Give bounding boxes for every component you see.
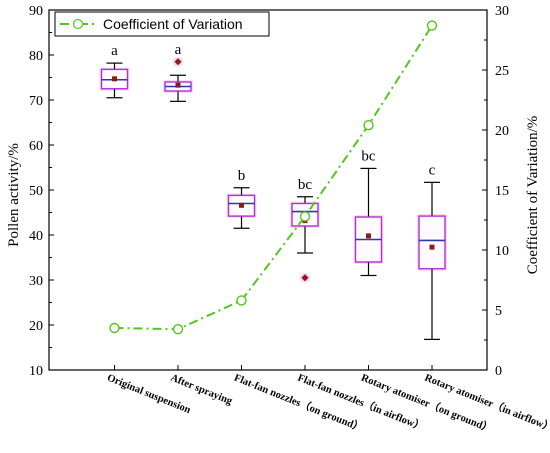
left-y-axis: 10 20 30 40 50 60 70 80 90 [29,4,54,379]
left-tick-label: 60 [29,139,43,154]
legend-box [54,11,270,37]
legend: Coefficient of Variation [54,11,270,37]
right-tick-label: 25 [495,64,509,79]
left-tick-label: 10 [29,364,43,379]
cv-line-path [114,25,433,331]
right-tick-label: 5 [495,304,502,319]
right-tick-label: 15 [495,184,509,199]
right-tick-label: 0 [495,364,502,379]
box-group: a [163,42,193,102]
right-tick-label: 10 [495,244,509,259]
mean-marker [366,233,371,239]
left-tick-label: 80 [29,49,43,64]
box-group: a [99,43,130,99]
significance-letter: a [175,42,182,58]
significance-letter: b [238,168,246,184]
right-y-axis: 0 5 10 15 20 25 30 [482,4,509,379]
left-axis-title: Pollen activity/% [6,143,22,247]
legend-circle-marker [72,18,84,30]
cv-series [109,20,438,335]
mean-marker [429,244,435,250]
significance-letter: c [429,162,436,178]
box-group: c [417,162,447,340]
mean-marker [112,76,117,82]
cv-point [426,20,438,31]
mean-marker [175,82,181,88]
left-tick-label: 30 [29,274,43,289]
significance-letter: bc [361,148,376,164]
cv-point [109,322,120,334]
box-group: bc [353,148,384,277]
cv-point [299,211,311,222]
left-tick-label: 20 [29,319,43,334]
right-axis-title: Coefficient of Variation/% [525,116,541,275]
significance-letter: bc [298,177,313,193]
cv-point [172,324,184,335]
legend-label: Coefficient of Variation [103,16,243,32]
box-group: bc [290,177,320,283]
right-tick-label: 20 [495,124,509,139]
left-tick-label: 70 [29,94,43,109]
mean-marker [239,202,244,208]
box-group: b [226,168,257,229]
left-tick-label: 40 [29,229,43,244]
cv-point [363,119,374,131]
cv-point [236,295,247,306]
left-tick-label: 90 [29,4,43,19]
left-tick-label: 50 [29,184,43,199]
significance-letter: a [111,43,118,59]
outlier-marker [174,58,182,66]
box-series: a a b bc bc c [99,42,447,340]
outlier-marker [301,274,309,282]
box-rect [418,215,446,270]
right-tick-label: 30 [495,4,509,19]
